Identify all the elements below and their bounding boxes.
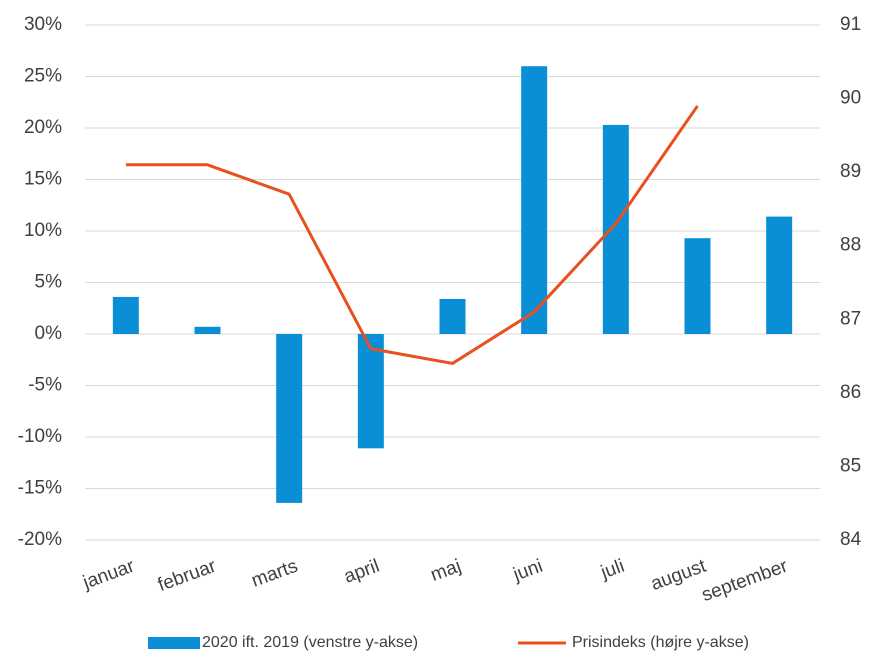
y-tick-label: -5% <box>28 375 62 396</box>
x-tick-label: september <box>699 555 791 606</box>
bar <box>521 66 548 334</box>
y2-tick-label: 89 <box>840 161 861 182</box>
y-tick-label: 25% <box>24 66 62 87</box>
x-tick-label: maj <box>428 556 464 586</box>
y-tick-label: 15% <box>24 169 62 190</box>
line <box>125 105 699 365</box>
y2-tick-label: 90 <box>840 88 861 109</box>
y-tick-label: 30% <box>24 14 62 35</box>
x-tick-label: april <box>341 556 382 588</box>
y2-tick-label: 87 <box>840 308 861 329</box>
y-tick-label: -10% <box>18 426 62 447</box>
bar <box>684 238 711 334</box>
y-tick-label: 5% <box>35 272 63 293</box>
y-tick-label: -15% <box>18 478 62 499</box>
y-tick-label: 20% <box>24 117 62 138</box>
y2-tick-label: 91 <box>840 14 861 35</box>
bar <box>766 216 793 334</box>
bar <box>112 296 139 334</box>
x-tick-label: marts <box>249 556 301 592</box>
x-tick-label: juni <box>510 556 546 586</box>
x-tick-label: januar <box>79 555 137 593</box>
bar <box>357 334 384 449</box>
bar <box>194 326 221 334</box>
legend-swatch <box>148 637 200 649</box>
y2-tick-label: 86 <box>840 382 861 403</box>
y-tick-label: -20% <box>18 529 62 550</box>
y2-tick-label: 84 <box>840 529 862 550</box>
bar <box>276 334 303 503</box>
y-tick-label: 10% <box>24 220 62 241</box>
y2-tick-label: 85 <box>840 455 861 476</box>
legend: 2020 ift. 2019 (venstre y-akse) Prisindek… <box>148 634 749 651</box>
bar <box>602 124 629 334</box>
x-tick-label: juli <box>597 556 627 584</box>
bar <box>439 298 466 334</box>
x-tick-label: februar <box>155 555 219 596</box>
y2-tick-label: 88 <box>840 235 861 256</box>
y-tick-label: 0% <box>35 323 63 344</box>
legend-label: Prisindeks (højre y-akse) <box>572 634 749 651</box>
legend-label: 2020 ift. 2019 (venstre y-akse) <box>202 634 418 651</box>
